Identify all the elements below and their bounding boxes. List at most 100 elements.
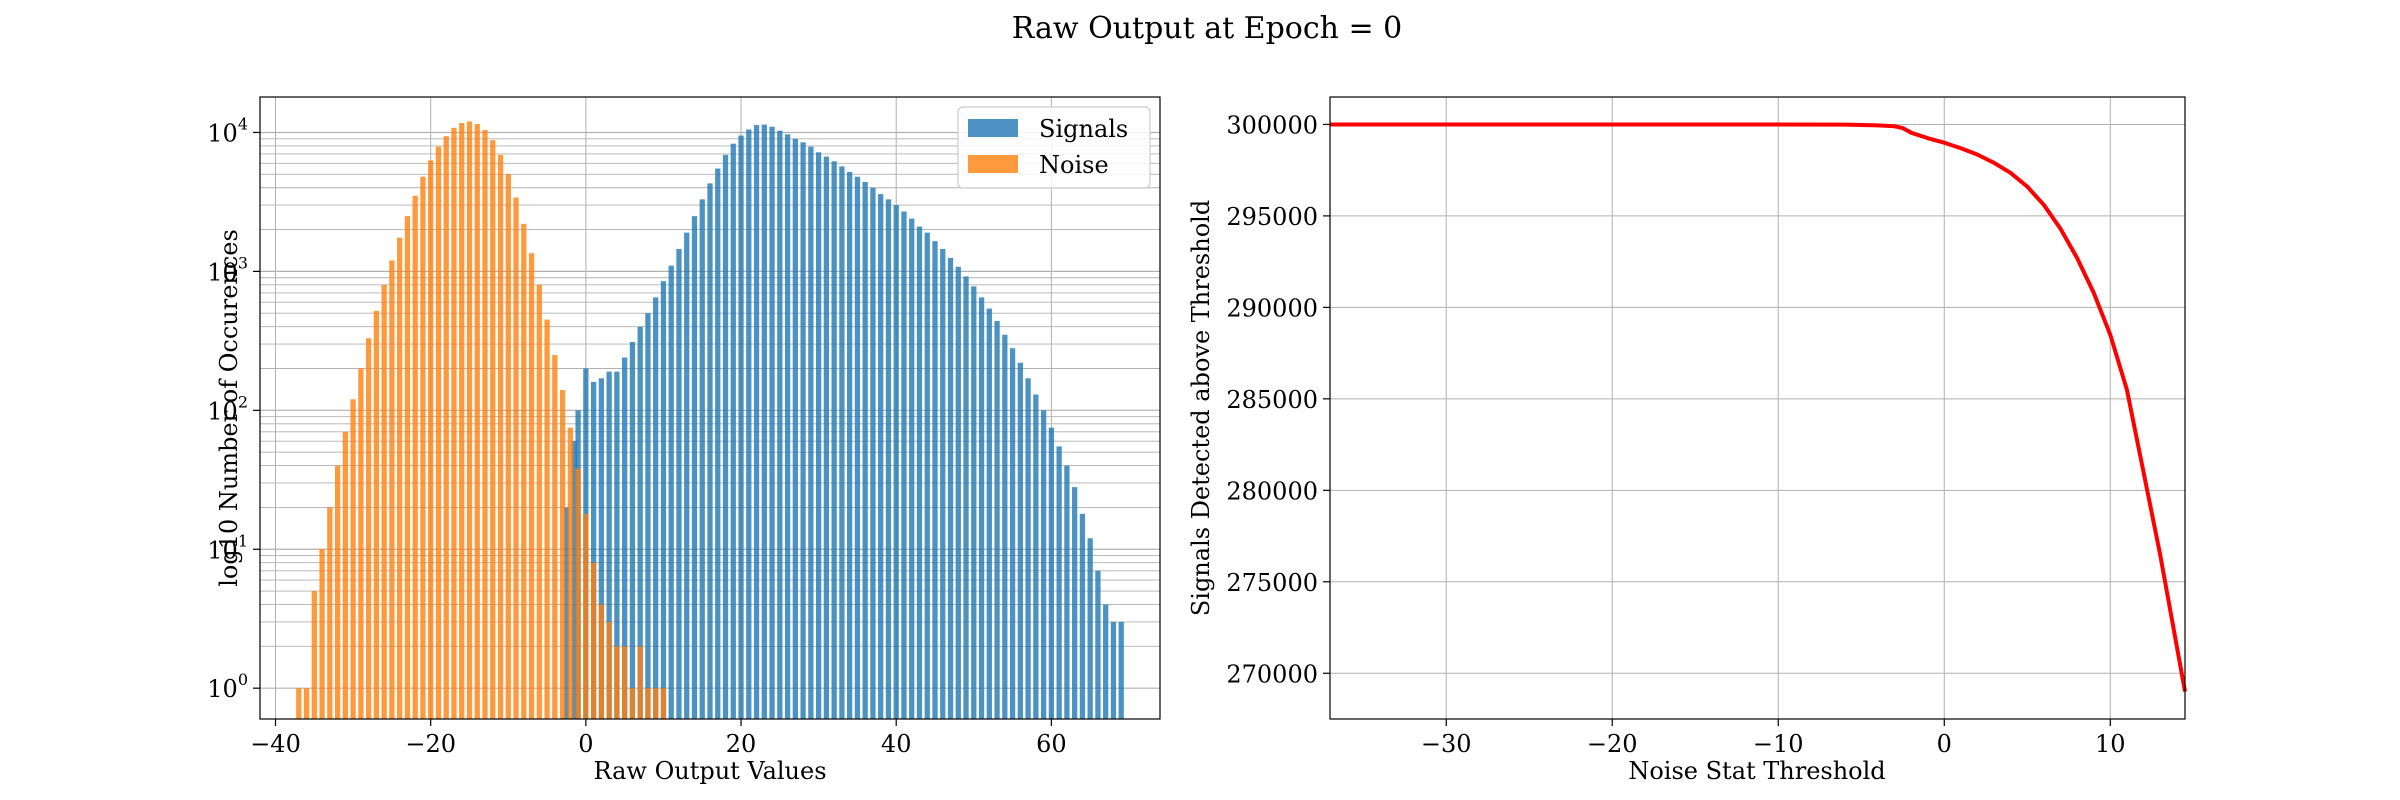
y-tick-label: 102 [207,392,248,425]
noise-bar [474,124,480,719]
signals-bar [831,161,837,719]
signals-bar [622,357,628,719]
y-tick-label: 280000 [1226,477,1318,505]
signals-bar [815,152,822,720]
line-chart-x-axis-label: Noise Stat Threshold [1628,757,1885,785]
noise-bar [296,688,302,719]
signals-bar [862,181,868,719]
signals-bar [684,232,690,719]
histogram-y-axis-label: log10 Number of Occurences [215,229,243,587]
noise-bar [303,688,310,719]
noise-bar [567,427,573,719]
signals-bar [614,371,620,719]
histogram-y-ticks: 100 101 102 103 104 [207,114,260,703]
line-chart-frame [1329,96,2186,720]
signals-bar [800,142,806,719]
signals-bar [699,199,705,719]
signals-bar [1048,427,1055,719]
signals-bar [1033,394,1039,719]
signals-bar [784,134,791,719]
histogram-legend: Signals Noise [957,106,1151,189]
noise-bar [451,127,457,720]
signals-bar [598,378,605,719]
x-tick-label: 40 [881,730,912,758]
y-tick-label: 290000 [1226,294,1318,322]
noise-bar [428,160,434,719]
noise-bar [575,468,581,719]
x-tick-label: −20 [1587,730,1638,758]
signals-bar [753,125,760,720]
noise-bar [350,399,356,719]
noise-bar [552,355,558,719]
noise-bar [544,319,550,719]
signals-bar [1118,621,1124,719]
y-tick-label: 103 [207,253,248,286]
legend-signals-swatch [968,119,1018,137]
signals-bar [932,241,938,719]
noise-bar [536,284,542,719]
signals-bar [808,146,814,720]
signals-bar [1087,538,1093,719]
threshold-line-chart: −30 −20 −10 0 10 270000 275000 280000 285000 290… [1187,96,2187,785]
signals-bar [769,126,775,720]
y-tick-label: 300000 [1226,111,1318,139]
figure-title: Raw Output at Epoch = 0 [1012,11,1403,46]
signals-bar [722,154,729,720]
signals-bar [878,194,884,720]
line-chart-y-ticks: 270000 275000 280000 285000 290000 295000 3000… [1226,111,1330,688]
noise-bar [342,431,348,719]
signals-bar [676,248,682,719]
line-chart-x-ticks: −30 −20 −10 0 10 [1421,719,2126,758]
signals-bar [792,138,798,720]
noise-bar [397,237,403,719]
noise-bar [334,465,341,719]
signals-bar [1079,513,1086,719]
signals-bar [777,130,783,720]
x-tick-label: −30 [1421,730,1472,758]
x-tick-label: −10 [1753,730,1804,758]
signals-bar [1040,410,1047,719]
y-tick-label: 270000 [1226,660,1318,688]
noise-bar [443,136,449,720]
signals-bar [885,199,892,719]
signals-bar [660,281,667,719]
signals-bar [645,313,651,719]
noise-bar [583,513,589,719]
legend-noise-swatch [968,155,1018,173]
x-tick-label: −20 [405,730,456,758]
noise-bar [420,176,426,719]
noise-bar [629,688,636,719]
noise-bar [373,310,380,719]
signals-bar [668,265,674,719]
signals-bar [629,342,636,719]
signals-bar [746,129,752,719]
signals-bar [854,176,861,719]
signals-bar [924,232,930,719]
signals-bar [893,205,899,720]
noise-bar [365,338,372,719]
y-tick-label: 104 [207,114,248,147]
signals-detected-line [1330,122,2187,692]
signals-bar [606,371,612,719]
noise-bar [466,121,473,719]
noise-bar [505,174,511,719]
signals-bar [691,216,698,719]
noise-bar [459,122,465,719]
signals-bar [955,266,961,719]
signals-bar [847,171,853,719]
signals-bar [590,381,597,719]
histogram-x-axis-label: Raw Output Values [593,757,826,785]
signals-bar [653,297,659,719]
legend-noise-label: Noise [1039,151,1109,179]
signals-bar [1064,465,1070,719]
signals-bar [963,276,969,719]
signals-bar [823,156,830,720]
signals-bar [1095,570,1101,719]
noise-bar [513,197,519,719]
y-tick-label: 275000 [1226,569,1318,597]
noise-bar [311,591,317,719]
noise-bar [412,195,418,719]
x-tick-label: 0 [1937,730,1952,758]
signals-bar [839,166,845,719]
signals-bar [707,183,713,719]
